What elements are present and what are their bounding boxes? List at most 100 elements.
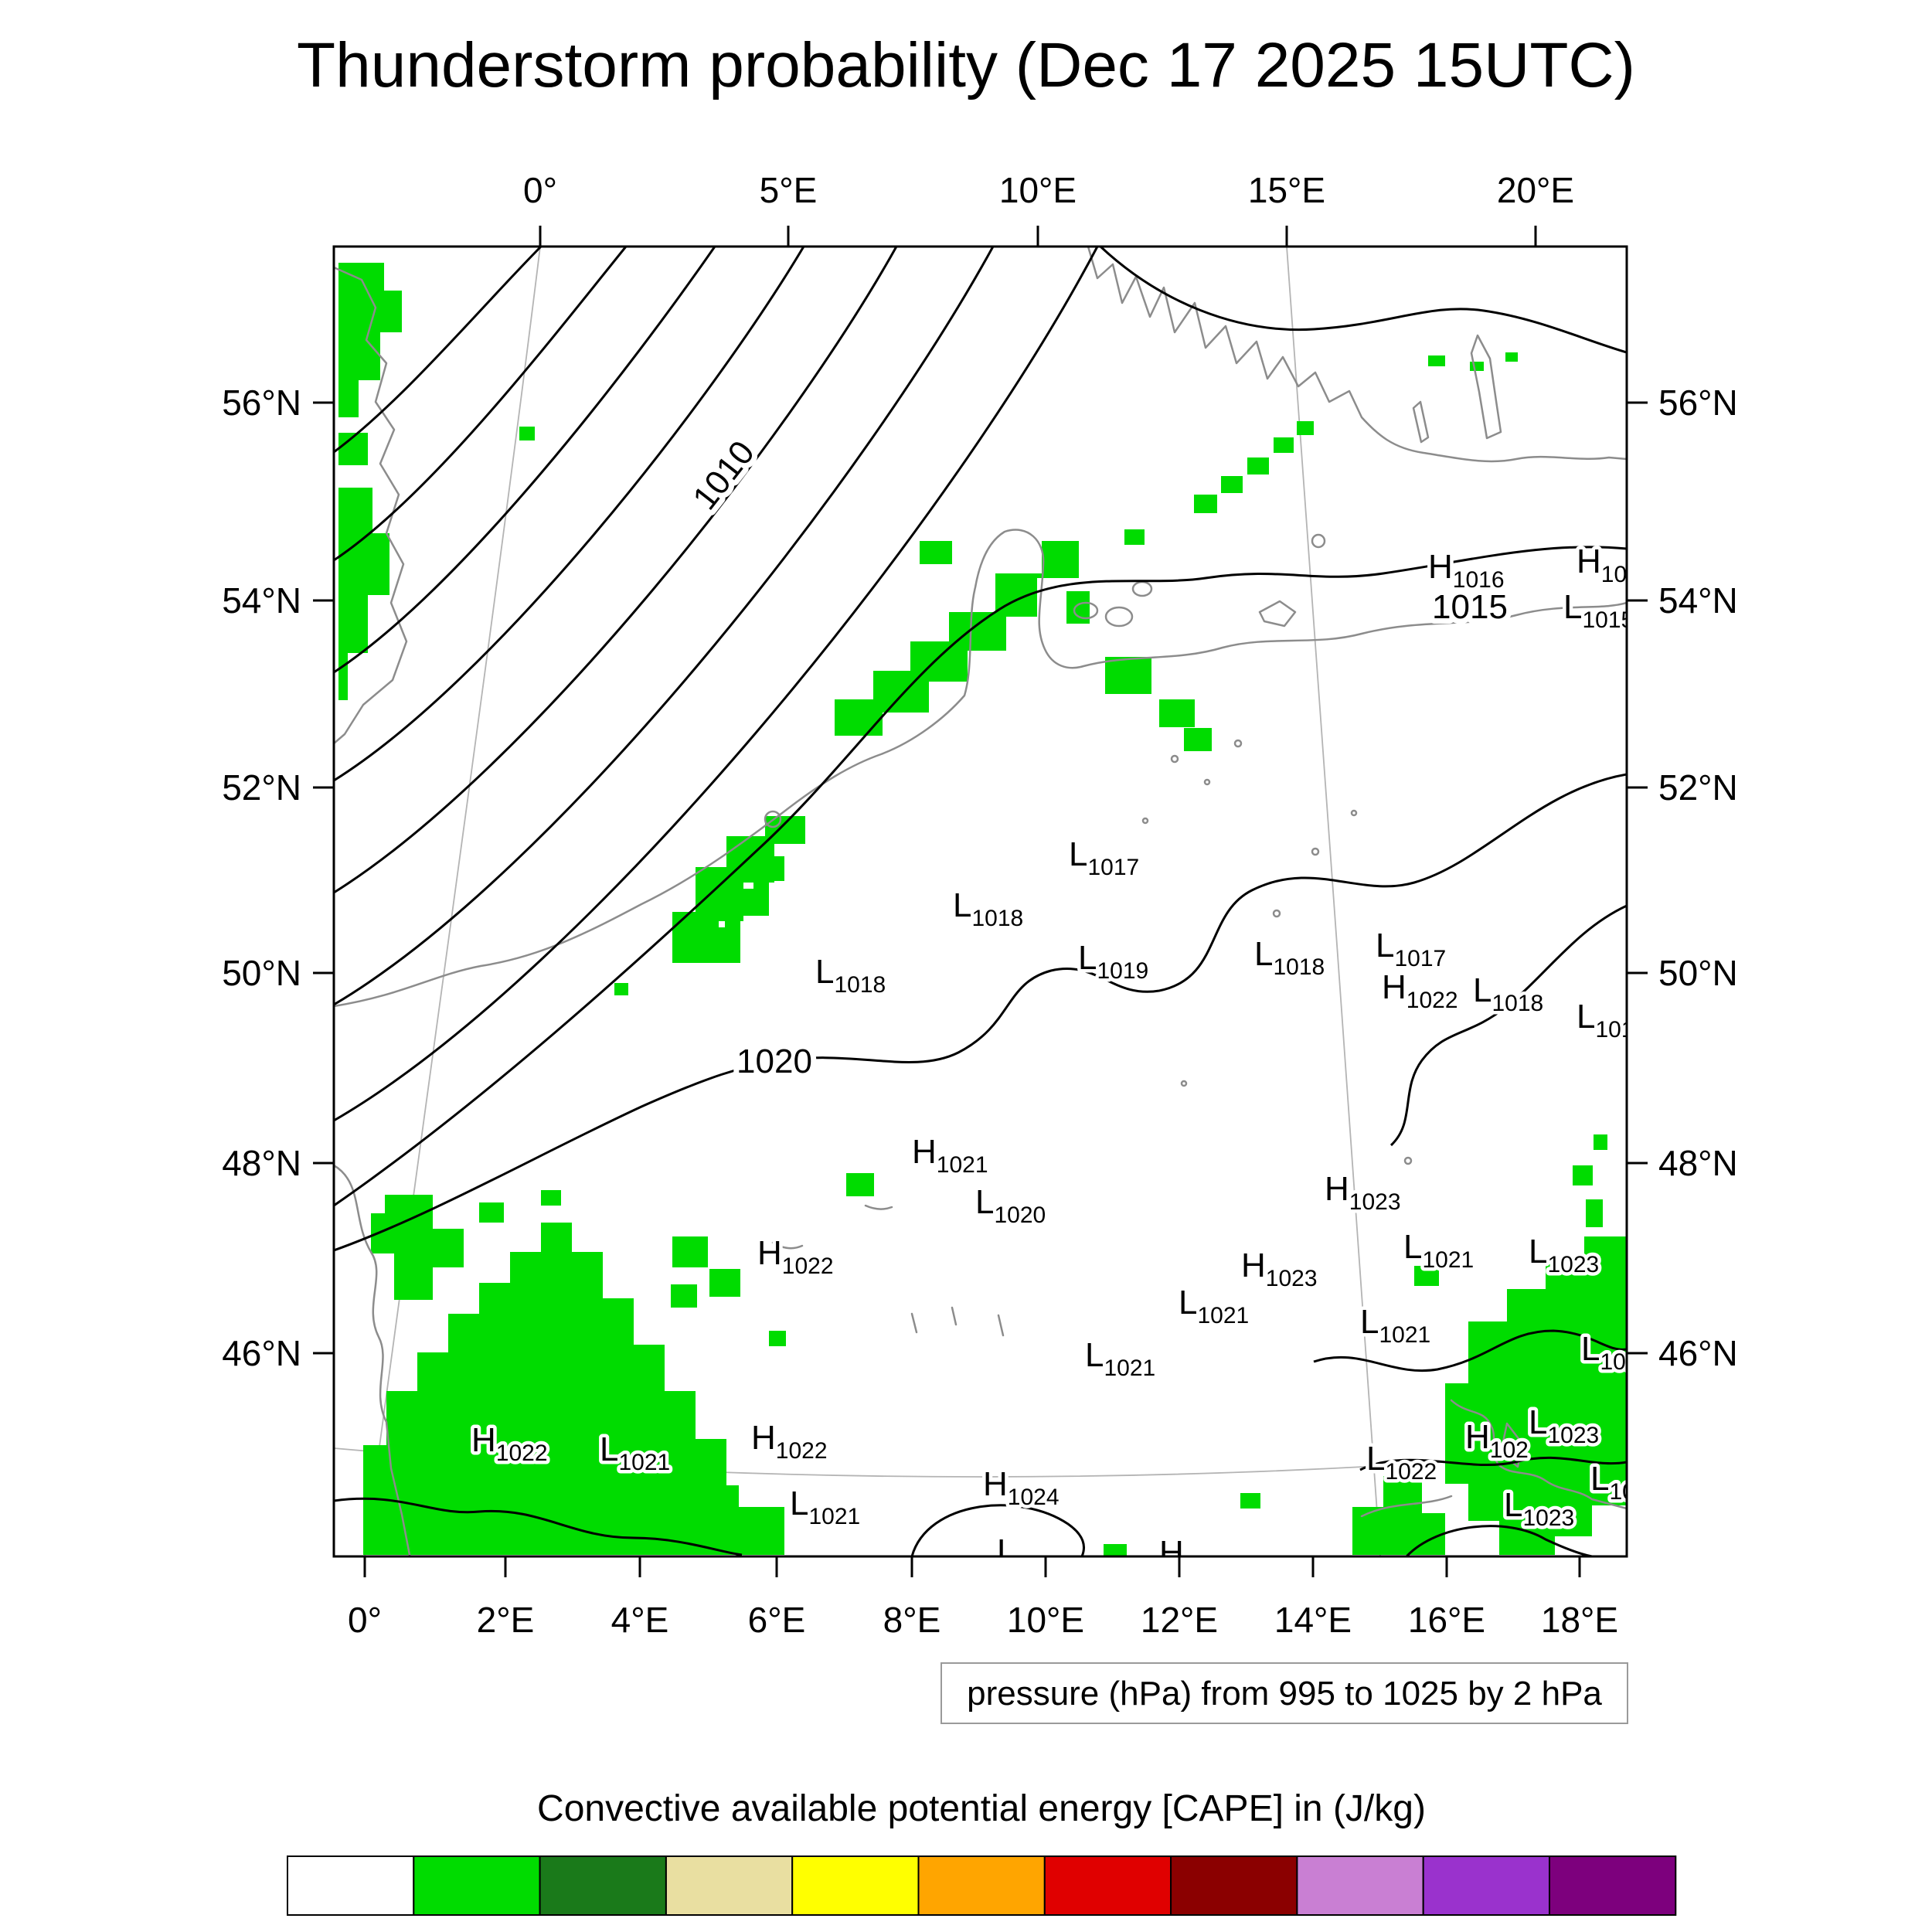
left-axis: 56°N 54°N 52°N 50°N 48°N 46°N [222,383,334,1373]
cape-region [338,263,402,417]
bottom-tick-label: 10°E [1007,1600,1084,1640]
pressure-center-h: H1022 [751,1419,828,1464]
bottom-tick-label: 18°E [1541,1600,1618,1640]
cape-region [699,856,784,963]
pressure-center-l: L102 [1581,1330,1639,1375]
cape-region [1274,437,1294,453]
colorbar-segment [1549,1855,1677,1916]
right-tick-label: 56°N [1658,383,1738,423]
bottom-tick-label: 6°E [748,1600,806,1640]
right-tick-label: 48°N [1658,1143,1738,1183]
bottom-tick-label: 4°E [611,1600,669,1640]
coastline [1360,1495,1453,1518]
pressure-note-text: pressure (hPa) from 995 to 1025 by 2 hPa [967,1675,1602,1713]
right-axis: 56°N 54°N 52°N 50°N 48°N 46°N [1627,383,1738,1373]
cape-region [1240,1493,1260,1509]
isobar [334,247,628,562]
colorbar-segment [287,1855,415,1916]
lake [1203,778,1211,786]
coastline-island [1104,606,1134,628]
coastline-specks [764,739,1413,1165]
lake [1272,909,1281,918]
cape-region [835,541,1079,736]
lake [764,810,782,828]
bottom-tick-label: 16°E [1408,1600,1485,1640]
isobar-label: 1015 [1432,588,1508,626]
coastline-island [1073,601,1099,620]
top-tick-label: 20°E [1497,170,1574,210]
cape-region [1124,529,1145,545]
colorbar-segment [1043,1855,1172,1916]
coastline-island [1311,533,1326,549]
cape-region [1428,355,1445,366]
pressure-center-l: L1021 [790,1485,860,1529]
pressure-center-l: L1023 [1529,1233,1599,1277]
colorbar-segment [665,1855,794,1916]
pressure-center-h: H1022 [757,1234,834,1279]
pressure-center-l: L1022 [997,1532,1067,1577]
pressure-center-h: H1022 [471,1421,548,1466]
cape-region [363,1223,739,1555]
isobar [334,247,543,454]
pressure-center-h: H1021 [912,1133,988,1178]
pressure-center-l: L1018 [953,886,1023,931]
isobar-1010 [334,247,898,894]
right-tick-label: 52°N [1658,767,1738,808]
cape-region [371,1195,464,1300]
isobar [910,1504,1086,1556]
coastline-island [1258,600,1297,628]
pressure-center-l: L101 [1577,998,1634,1043]
cape-legend-title: Convective available potential energy [C… [537,1788,1426,1829]
right-tick-label: 46°N [1658,1333,1738,1373]
cape-region [1470,362,1484,371]
pressure-center-h: H102 [1465,1418,1529,1463]
cape-colorbar: .150010001500200025003000350040004500 [287,1855,1677,1916]
cape-region [846,1173,874,1196]
pressure-center-h: H1023 [1325,1170,1401,1215]
left-tick-label: 54°N [222,580,301,621]
bottom-axis: 0° 2°E 4°E 6°E 8°E 10°E 12°E 14°E 16°E 18°E [348,1556,1618,1640]
colorbar-segment [917,1855,1046,1916]
coastline-lakes [771,1204,1005,1337]
coastline [334,1164,411,1556]
isobar [1389,904,1627,1147]
colorbar-segment [791,1855,920,1916]
bottom-tick-label: 12°E [1141,1600,1218,1640]
isobar-label: 1010 [685,434,762,516]
pressure-center-l: L1023 [1504,1486,1574,1531]
lake [1311,847,1320,856]
cape-region [709,1269,740,1297]
cape-region [738,1507,784,1555]
pressure-note-box [940,1662,1628,1724]
coastline-island [1470,334,1502,440]
isobar-1020 [334,773,1627,1252]
top-tick-label: 15°E [1248,170,1325,210]
isobar-1015 [334,546,1627,1207]
pressure-center-h: H1022 [1382,968,1458,1013]
cape-region [1247,457,1269,474]
pressure-center-l: L1020 [975,1183,1046,1228]
left-tick-label: 50°N [222,953,301,993]
bottom-tick-label: 14°E [1274,1600,1352,1640]
pressure-center-l: L1017 [1376,927,1446,971]
top-axis: 0° 5°E 10°E 15°E 20°E [523,170,1574,247]
cape-region [1586,1199,1603,1227]
map-frame [332,245,1628,1558]
cape-region [1297,421,1314,435]
cape-region [338,488,389,700]
cape-region [1505,352,1518,362]
cape-region [769,1331,786,1346]
isobar [334,247,716,674]
lake [1233,739,1243,748]
colorbar-segment [539,1855,667,1916]
top-tick-label: 0° [523,170,557,210]
isobar [334,247,1099,1122]
colorbar-segment [1422,1855,1550,1916]
pressure-center-l: L1018 [815,953,886,998]
left-tick-label: 56°N [222,383,301,423]
pressure-center-l: L1015 [1563,588,1634,633]
left-tick-label: 46°N [222,1333,301,1373]
coastline-island [1131,580,1153,597]
